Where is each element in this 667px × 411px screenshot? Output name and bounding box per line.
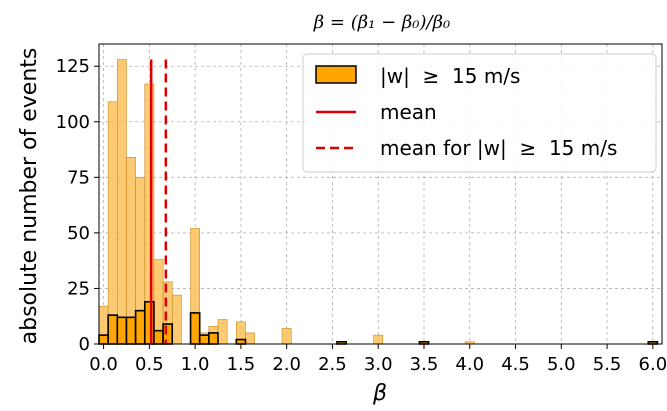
plot-frame	[98, 43, 663, 345]
x-tick-label: 3.0	[364, 354, 393, 375]
x-tick-label: 2.5	[318, 354, 347, 375]
y-tick-labels: 0 25 50 75 100 125	[56, 56, 99, 355]
bar-strong-wind	[153, 329, 164, 345]
bar-strong-wind	[125, 316, 137, 345]
x-tick-label: 1.0	[181, 354, 210, 375]
bar-strong-wind	[198, 334, 210, 345]
legend-label-mean: mean	[380, 100, 437, 124]
bar-all-events	[117, 59, 127, 345]
bar-all-events	[107, 101, 118, 345]
x-tick-label: 2.0	[272, 354, 301, 375]
legend-swatch-strong-wind	[315, 65, 357, 84]
bar-all-events	[245, 332, 255, 345]
x-tick-label: 0.5	[135, 354, 164, 375]
x-tick-label: 5.0	[547, 354, 576, 375]
legend-label-mean-strong: mean for |w| ≥ 15 m/s	[380, 136, 617, 160]
x-tick-label: 4.5	[501, 354, 530, 375]
bar-all-events	[373, 334, 384, 345]
x-tick-label: 3.5	[410, 354, 439, 375]
y-tick-label: 25	[67, 278, 90, 299]
legend-box	[302, 53, 657, 173]
legend: |w| ≥ 15 m/s mean mean for |w| ≥ 15 m/s	[302, 53, 657, 173]
mean-lines	[149, 59, 168, 344]
bar-strong-wind	[189, 312, 201, 345]
y-tick-label: 75	[67, 167, 90, 188]
bar-strong-wind	[143, 300, 155, 345]
x-axis-label: β	[372, 381, 387, 406]
y-tick-label: 0	[79, 334, 90, 355]
bar-strong-wind	[134, 309, 146, 345]
y-tick-label: 125	[56, 56, 90, 77]
x-tick-label: 0.0	[89, 354, 118, 375]
bar-all-events	[217, 319, 228, 345]
bar-strong-wind	[98, 334, 109, 345]
x-tick-labels: 0.0 0.5 1.0 1.5 2.0 2.5 3.0 3.5 4.0 4.5 5.0 5.5 6.0	[89, 344, 667, 375]
y-tick-label: 50	[67, 223, 90, 244]
bar-strong-wind	[208, 332, 219, 345]
bar-strong-wind	[116, 316, 128, 345]
chart-title: β = (β₁ − β₀)/β₀	[313, 12, 450, 33]
x-tick-label: 1.5	[227, 354, 256, 375]
bar-strong-wind	[107, 314, 119, 345]
y-axis-label: absolute number of events	[17, 48, 42, 345]
bar-strong-wind	[162, 323, 174, 345]
bar-all-events	[281, 328, 292, 345]
bar-all-events	[126, 157, 136, 345]
y-tick-label: 100	[56, 112, 90, 133]
legend-label-strong-wind: |w| ≥ 15 m/s	[380, 64, 520, 88]
bar-all-events	[171, 294, 182, 345]
x-tick-label: 6.0	[639, 354, 667, 375]
x-tick-label: 4.0	[455, 354, 484, 375]
x-tick-label: 5.5	[593, 354, 622, 375]
bar-strong-wind	[235, 338, 247, 345]
